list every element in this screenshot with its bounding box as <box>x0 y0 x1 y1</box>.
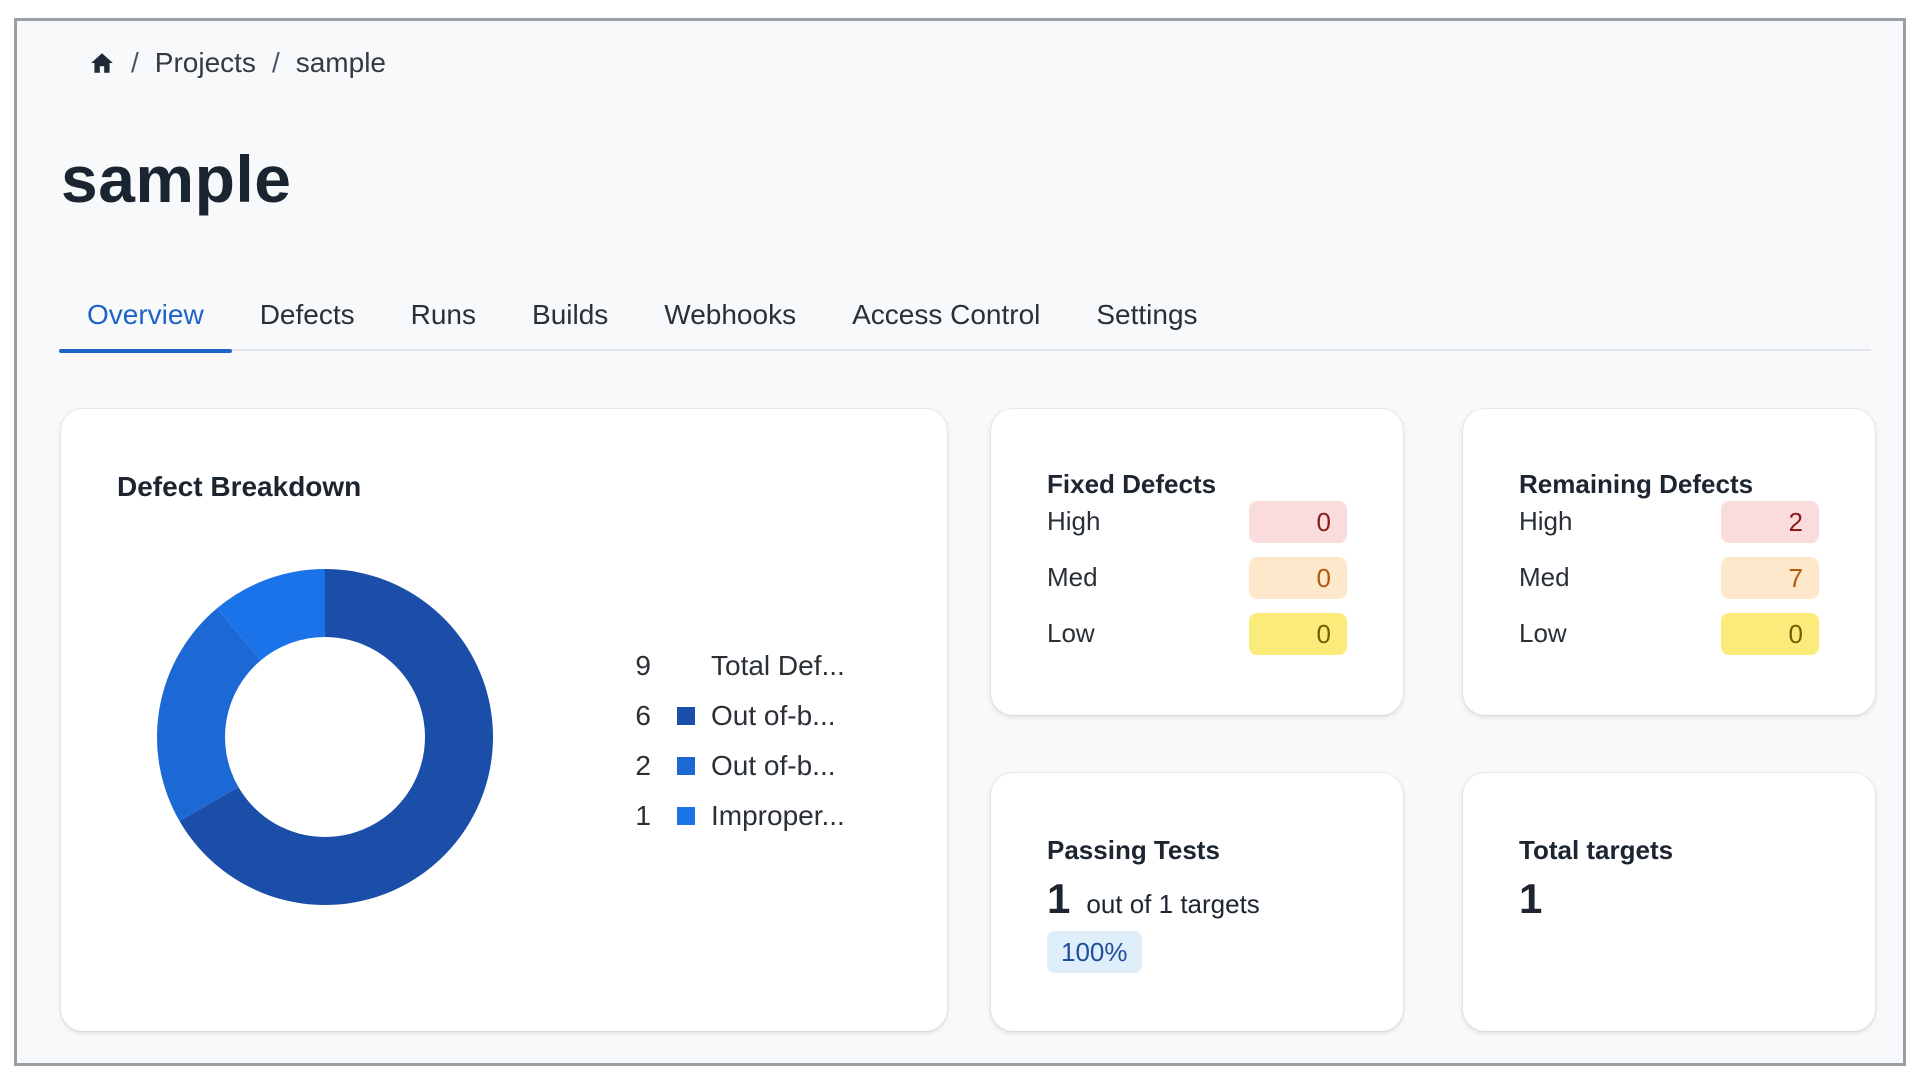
severity-row-med: Med 7 <box>1519 557 1819 613</box>
breadcrumb-separator: / <box>131 47 139 78</box>
legend-swatch <box>677 757 695 775</box>
fixed-defects-list: High 0 Med 0 Low 0 <box>1047 501 1347 669</box>
donut-legend: 9 Total Def... 6 Out of-b... 2 Out of-b.… <box>621 641 845 841</box>
severity-label: Med <box>1519 562 1570 592</box>
tab-defects[interactable]: Defects <box>259 299 355 330</box>
passing-tests-count: 1 <box>1047 875 1071 922</box>
donut-slice-2[interactable] <box>217 569 325 661</box>
breadcrumb-current[interactable]: sample <box>295 47 386 78</box>
legend-label: Out of-b... <box>711 750 836 781</box>
severity-label: Low <box>1047 618 1095 648</box>
severity-label: Med <box>1047 562 1098 592</box>
app-frame: / Projects / sample sample Overview Defe… <box>14 18 1906 1066</box>
legend-label: Out of-b... <box>711 700 836 731</box>
severity-label: Low <box>1519 618 1567 648</box>
passing-tests-card: Passing Tests 1 out of 1 targets 100% <box>991 773 1403 1031</box>
fixed-defects-title: Fixed Defects <box>1047 469 1217 499</box>
severity-row-high: High 2 <box>1519 501 1819 557</box>
defect-breakdown-card: Defect Breakdown 9 Total Def... 6 Out of… <box>61 409 947 1031</box>
severity-row-low: Low 0 <box>1519 613 1819 669</box>
passing-tests-title: Passing Tests <box>1047 835 1220 865</box>
severity-count-badge[interactable]: 0 <box>1249 613 1347 655</box>
severity-label: High <box>1519 506 1573 536</box>
legend-swatch <box>677 657 695 675</box>
defect-donut-chart <box>157 569 493 905</box>
remaining-defects-list: High 2 Med 7 Low 0 <box>1519 501 1819 669</box>
legend-label: Total Def... <box>711 650 845 681</box>
breadcrumb-separator: / <box>271 47 280 78</box>
legend-row[interactable]: 6 Out of-b... <box>621 691 845 741</box>
severity-label: High <box>1047 506 1101 536</box>
severity-count-badge[interactable]: 0 <box>1721 613 1819 655</box>
legend-row[interactable]: 2 Out of-b... <box>621 741 845 791</box>
defect-breakdown-title: Defect Breakdown <box>117 471 362 502</box>
fixed-defects-card: Fixed Defects High 0 Med 0 Low 0 <box>991 409 1403 715</box>
severity-row-high: High 0 <box>1047 501 1347 557</box>
total-targets-card: Total targets 1 <box>1463 773 1875 1031</box>
page-title: sample <box>61 142 292 216</box>
donut-slice-1[interactable] <box>157 608 261 821</box>
severity-count-badge[interactable]: 2 <box>1721 501 1819 543</box>
legend-swatch <box>677 707 695 725</box>
legend-row[interactable]: 1 Improper... <box>621 791 845 841</box>
passing-tests-summary: 1 out of 1 targets <box>1047 875 1260 923</box>
legend-label: Improper... <box>711 800 845 831</box>
severity-row-med: Med 0 <box>1047 557 1347 613</box>
legend-swatch <box>677 807 695 825</box>
legend-count: 2 <box>635 750 651 781</box>
donut-slice-0[interactable] <box>179 569 493 905</box>
tab-bar: Overview Defects Runs Builds Webhooks Ac… <box>59 293 1871 353</box>
total-targets-title: Total targets <box>1519 835 1674 865</box>
severity-row-low: Low 0 <box>1047 613 1347 669</box>
breadcrumb-projects-link[interactable]: Projects <box>154 47 256 78</box>
remaining-defects-card: Remaining Defects High 2 Med 7 Low 0 <box>1463 409 1875 715</box>
legend-row-total[interactable]: 9 Total Def... <box>621 641 845 691</box>
tab-webhooks[interactable]: Webhooks <box>664 299 797 330</box>
total-targets-count: 1 <box>1519 875 1543 922</box>
breadcrumb: / Projects / sample <box>89 47 386 79</box>
severity-count-badge[interactable]: 0 <box>1249 557 1347 599</box>
legend-count: 6 <box>635 700 651 731</box>
remaining-defects-title: Remaining Defects <box>1519 469 1754 499</box>
legend-count: 9 <box>635 650 651 681</box>
severity-count-badge[interactable]: 0 <box>1249 501 1347 543</box>
passing-tests-text: out of 1 targets <box>1086 889 1260 919</box>
tab-runs[interactable]: Runs <box>410 299 477 330</box>
home-icon[interactable] <box>89 50 115 76</box>
tab-builds[interactable]: Builds <box>532 299 609 330</box>
severity-count-badge[interactable]: 7 <box>1721 557 1819 599</box>
legend-count: 1 <box>635 800 651 831</box>
tab-access-control[interactable]: Access Control <box>852 299 1041 330</box>
tab-settings[interactable]: Settings <box>1096 299 1198 330</box>
tab-overview[interactable]: Overview <box>59 293 232 353</box>
passing-percent-badge: 100% <box>1047 931 1142 973</box>
